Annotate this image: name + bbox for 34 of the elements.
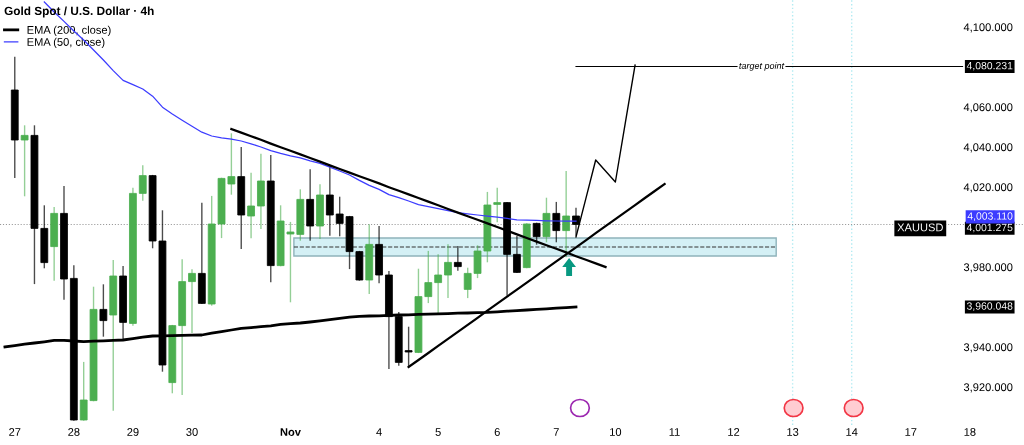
- x-tick-label: 29: [127, 428, 139, 436]
- x-tick-label: 17: [905, 428, 917, 436]
- x-tick-label: 13: [787, 428, 799, 436]
- candlestick: [552, 201, 561, 243]
- x-tick-label: 27: [9, 428, 21, 436]
- y-tick-label: 4,001.275: [966, 223, 1013, 233]
- x-tick-label: Nov: [280, 428, 301, 436]
- y-tick-label: 4,020.000: [963, 183, 1013, 193]
- candlestick: [99, 284, 108, 337]
- candlestick: [453, 245, 462, 271]
- x-tick-label: 30: [186, 428, 198, 436]
- candlestick: [532, 222, 541, 245]
- x-tick-label: 28: [68, 428, 80, 436]
- y-tick-label: 3,980.000: [963, 263, 1013, 273]
- y-tick-label: 4,080.231: [966, 61, 1013, 71]
- x-tick-label: 6: [494, 428, 500, 436]
- y-tick-label: 4,003.110: [967, 212, 1013, 221]
- ref-line-label: XAUUSD: [897, 223, 943, 232]
- y-tick-label: 3,960.048: [966, 302, 1013, 311]
- y-tick-label: 4,040.000: [963, 143, 1013, 153]
- y-tick-label: 4,100.000: [963, 23, 1013, 33]
- y-tick-label: 3,940.000: [963, 343, 1013, 353]
- ref-line-label: target point: [739, 62, 785, 71]
- x-tick-label: 7: [553, 428, 559, 436]
- y-tick-label: 4,060.000: [963, 103, 1013, 113]
- y-tick-label: 3,920.000: [963, 383, 1013, 393]
- x-tick-label: 14: [846, 428, 858, 436]
- x-tick-label: 10: [610, 428, 622, 436]
- x-tick-label: 4: [376, 428, 382, 436]
- x-tick-label: 5: [435, 428, 441, 436]
- x-tick-label: 18: [964, 428, 976, 436]
- x-tick-label: 11: [669, 428, 680, 436]
- x-tick-label: 12: [728, 428, 740, 436]
- candlestick: [325, 165, 334, 236]
